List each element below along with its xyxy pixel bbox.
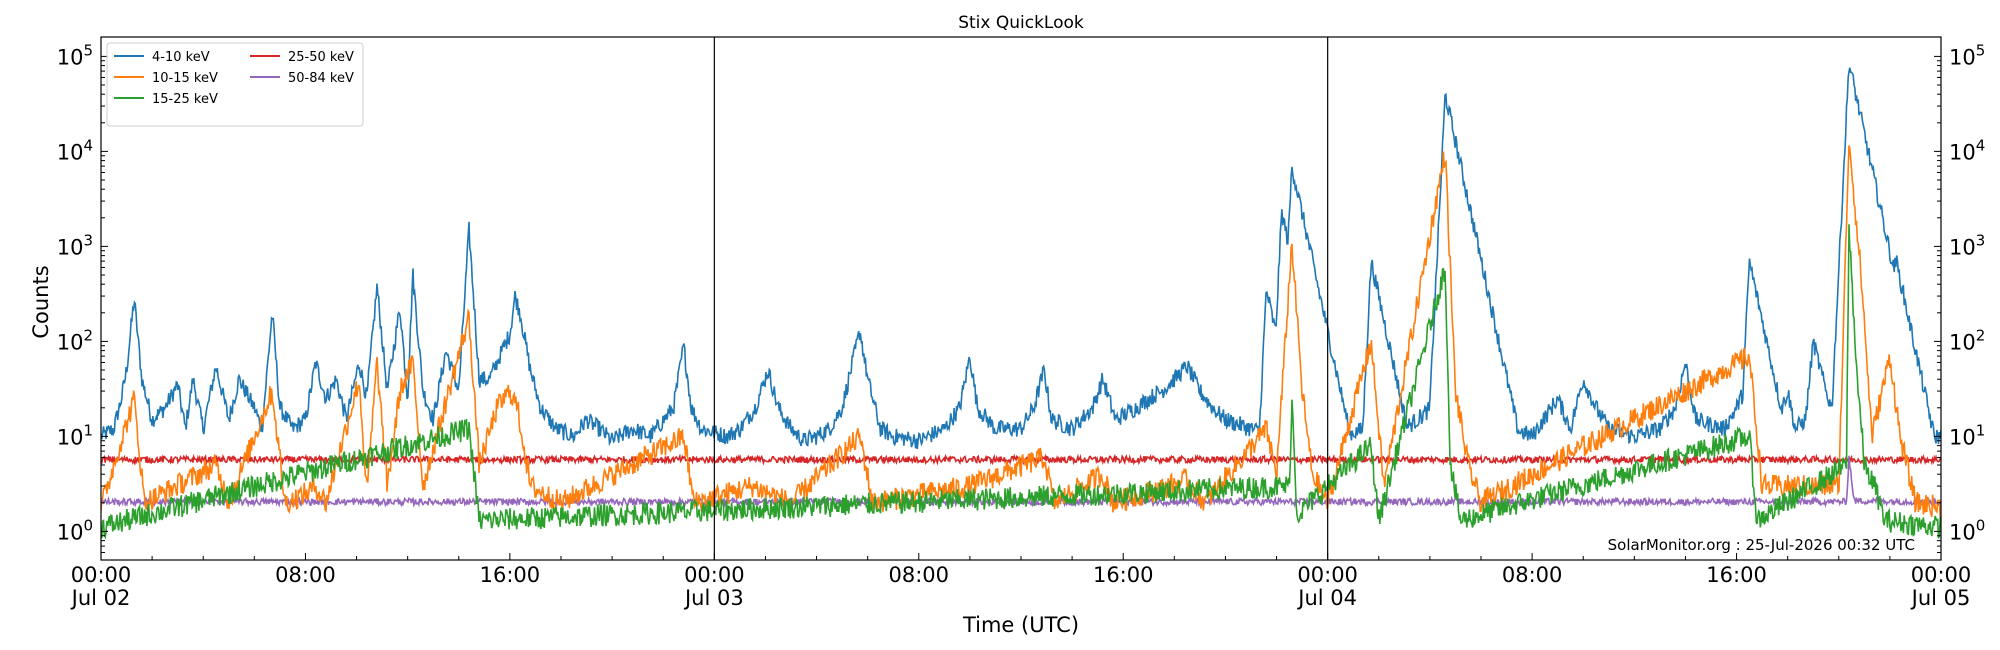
- legend: 4-10 keV 10-15 keV 15-25 keV 25-50 keV 50-84…: [106, 42, 364, 127]
- series-layer: [101, 67, 1941, 540]
- y-axis-right: 100 101 102 103 104 105: [1934, 41, 1985, 561]
- y-tick-label: 103: [1949, 231, 1985, 259]
- x-tick-label: 16:00: [480, 563, 541, 587]
- chart-title: Stix QuickLook: [958, 13, 1084, 33]
- source-annotation: SolarMonitor.org : 25-Jul-2026 00:32 UTC: [1608, 536, 1915, 554]
- y-tick-label: 100: [57, 516, 93, 544]
- y-axis-left: 100 101 102 103 104 105: [57, 41, 108, 561]
- x-tick-label: 00:00: [71, 563, 132, 587]
- y-tick-label: 101: [1949, 421, 1985, 449]
- y-tick-label: 101: [57, 421, 93, 449]
- y-tick-label: 100: [1949, 516, 1985, 544]
- x-tick-label: 08:00: [889, 563, 950, 587]
- y-tick-label: 102: [57, 326, 93, 354]
- series-line-10-15-keV: [101, 145, 1941, 518]
- legend-box: [106, 42, 364, 127]
- x-tick-label: 08:00: [275, 563, 336, 587]
- x-tick-label: 00:00: [1297, 563, 1358, 587]
- y-axis-label: Counts: [29, 265, 53, 338]
- x-tick-date-label: Jul 03: [683, 586, 744, 610]
- legend-entry: 25-50 keV: [288, 50, 354, 65]
- x-tick-label: 16:00: [1706, 563, 1767, 587]
- x-tick-label: 08:00: [1502, 563, 1563, 587]
- plot-frame: [100, 36, 1942, 561]
- y-tick-label: 105: [57, 41, 93, 69]
- x-tick-label: 00:00: [684, 563, 745, 587]
- y-tick-label: 104: [1949, 136, 1985, 164]
- x-tick-label: 16:00: [1093, 563, 1154, 587]
- x-tick-date-label: Jul 05: [1910, 586, 1971, 610]
- y-tick-label: 102: [1949, 326, 1985, 354]
- x-tick-label: 00:00: [1911, 563, 1972, 587]
- x-axis-label: Time (UTC): [962, 613, 1079, 637]
- series-line-4-10-keV: [101, 67, 1941, 449]
- day-boundary-lines: [713, 37, 1329, 560]
- x-tick-date-label: Jul 04: [1296, 586, 1357, 610]
- x-tick-date-label: Jul 02: [70, 586, 131, 610]
- legend-entry: 15-25 keV: [152, 92, 218, 107]
- y-tick-label: 104: [57, 136, 93, 164]
- y-tick-label: 103: [57, 231, 93, 259]
- series-line-15-25-keV: [101, 224, 1941, 540]
- legend-entry: 10-15 keV: [152, 71, 218, 86]
- legend-entry: 50-84 keV: [288, 71, 354, 86]
- legend-entry: 4-10 keV: [152, 50, 210, 65]
- y-tick-label: 105: [1949, 41, 1985, 69]
